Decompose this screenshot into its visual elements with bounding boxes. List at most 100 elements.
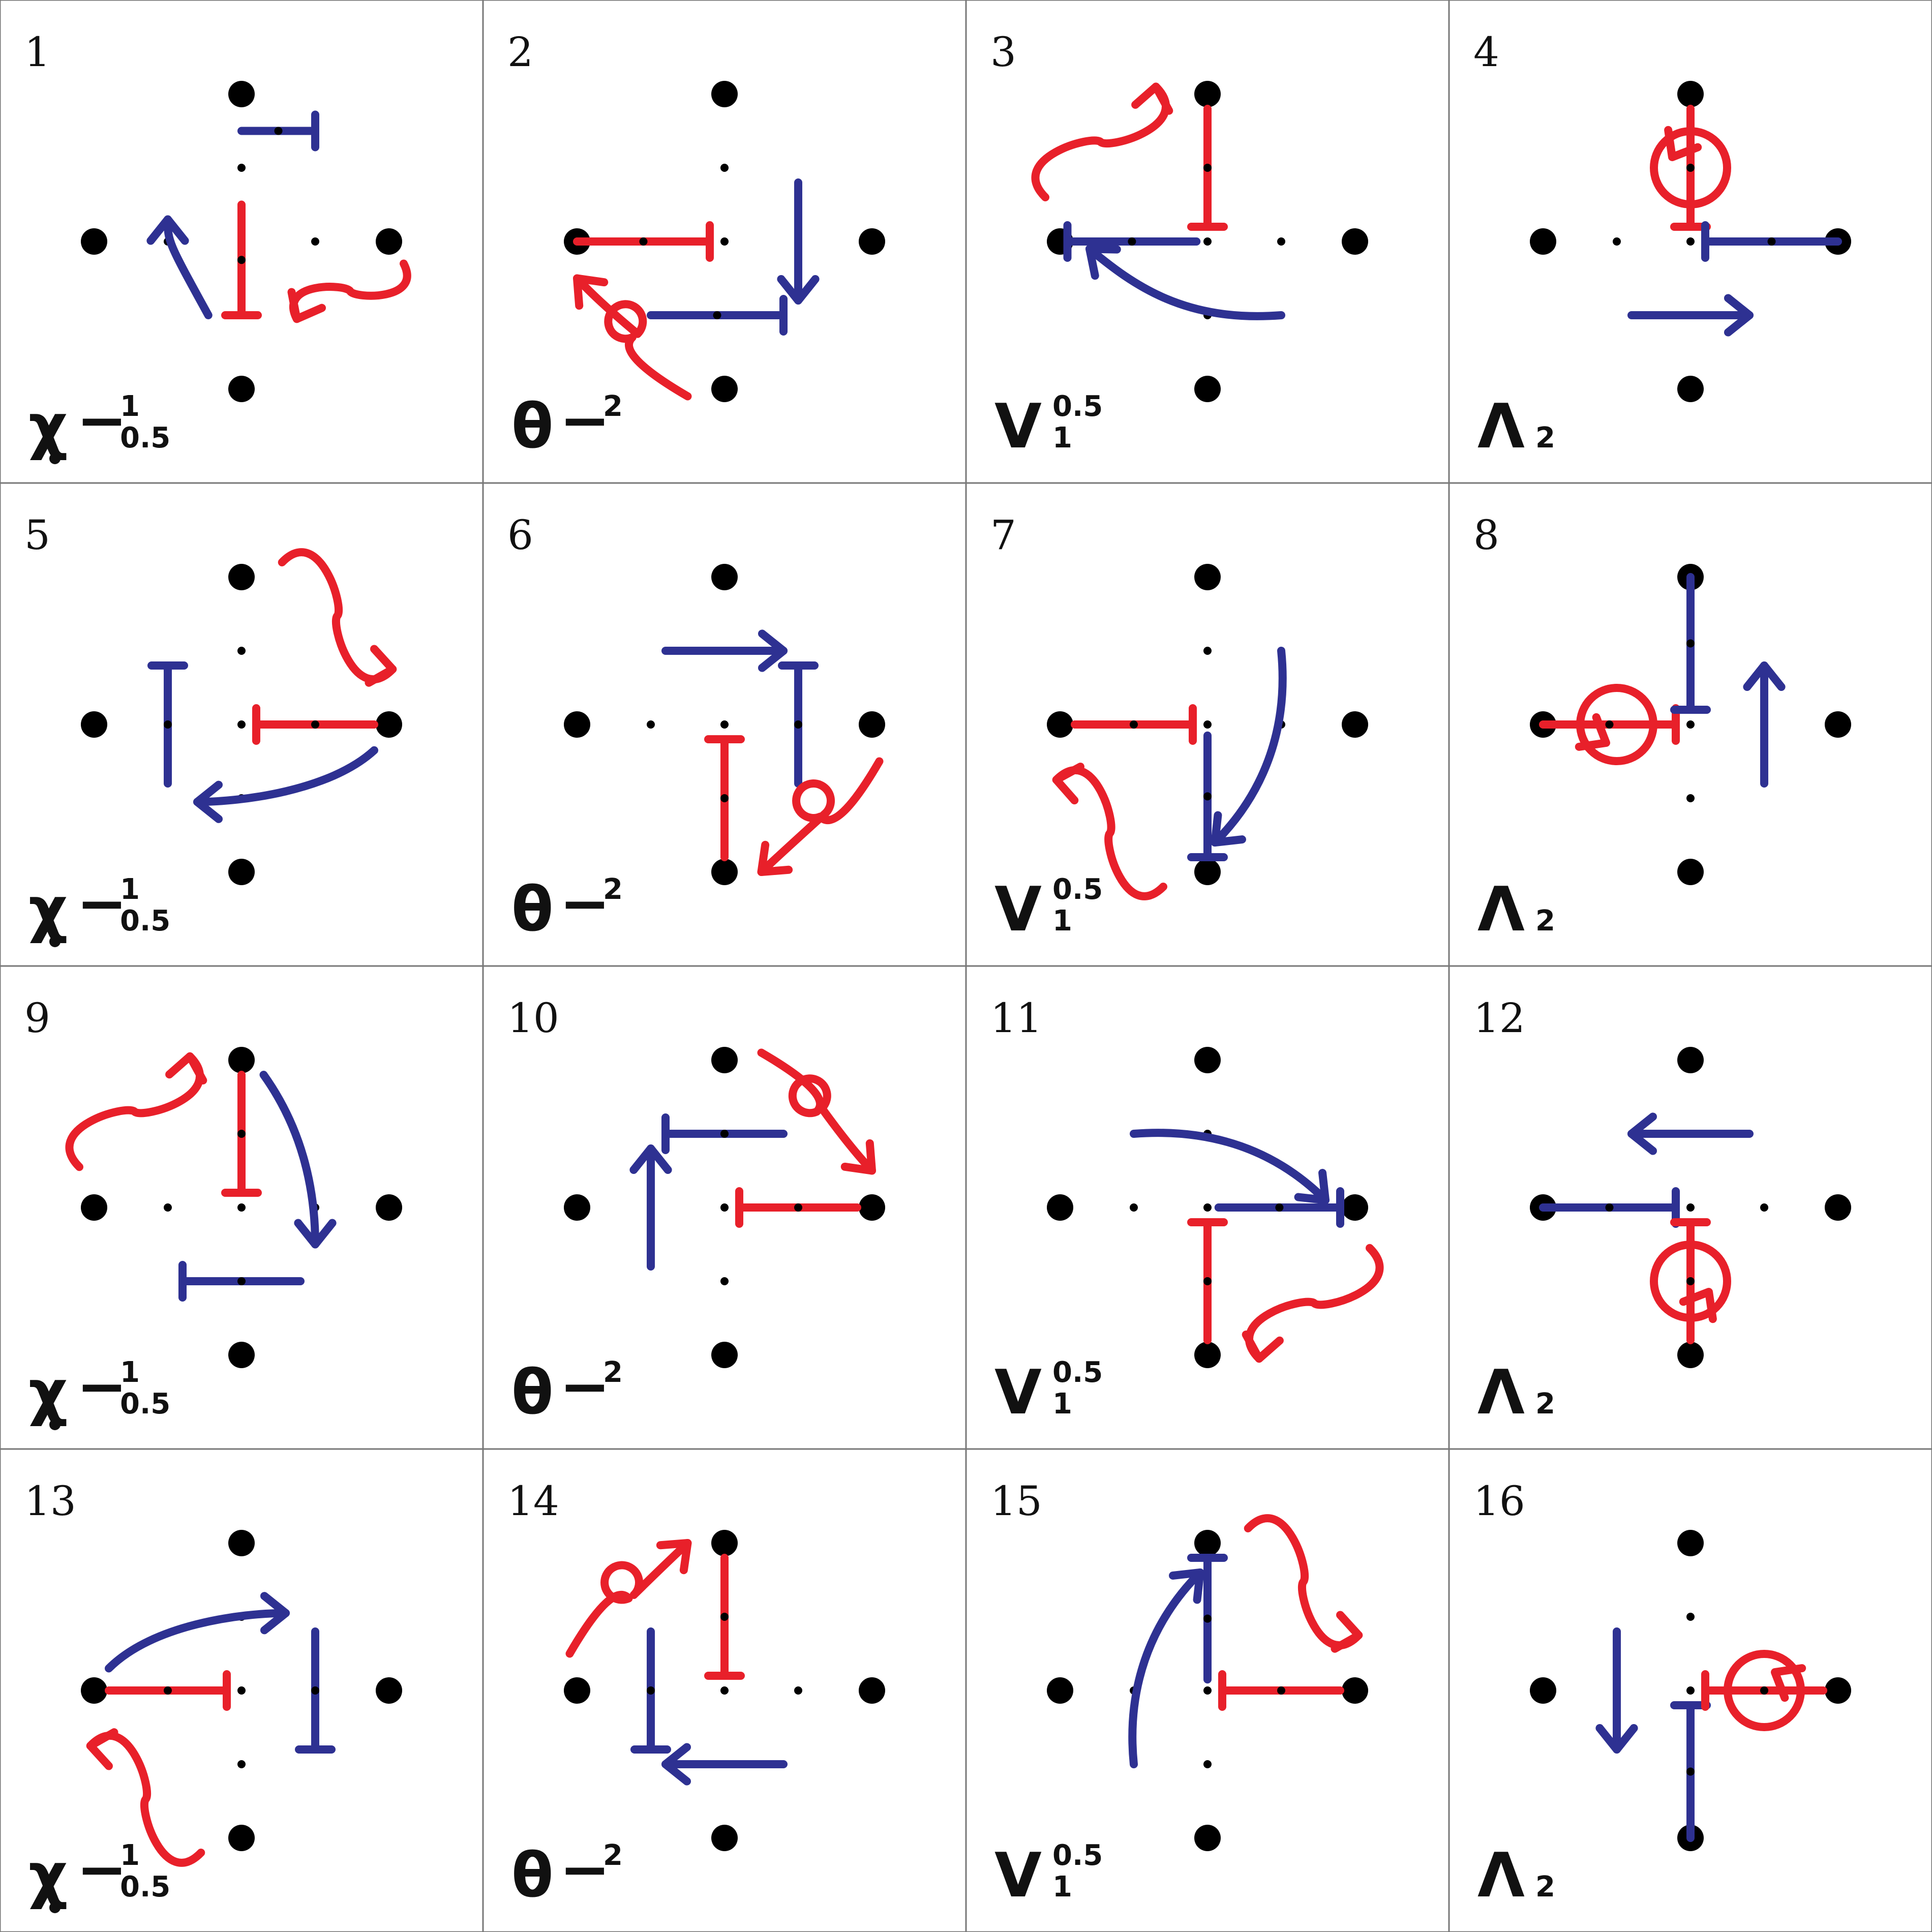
bar-midpoint <box>1760 1686 1768 1695</box>
panel-3: 3 V 0.51 <box>965 0 1450 484</box>
bar-midpoint <box>639 237 648 246</box>
site-dot <box>1677 1047 1704 1073</box>
site-dot <box>859 1677 885 1704</box>
blue-tbar <box>778 661 819 788</box>
bond-dot <box>1130 1203 1138 1212</box>
symbol-main: V <box>994 874 1042 945</box>
bond-dot <box>1203 647 1212 655</box>
site-dot <box>1047 711 1073 738</box>
blue-tbar <box>1063 221 1201 262</box>
symbol-dot <box>49 1902 61 1913</box>
bond-dot <box>1203 1760 1212 1768</box>
wavy-shaft <box>1052 766 1167 900</box>
symbol-superscript: 1 <box>120 390 140 423</box>
bond-dot <box>1613 237 1621 246</box>
site-dot <box>228 1825 255 1851</box>
site-dot <box>376 1194 402 1221</box>
site-dot <box>711 859 738 885</box>
red-spin-arrow <box>1575 684 1657 765</box>
symbol-superscript: 2 <box>603 1356 623 1389</box>
symbol-superscript: 0.5 <box>1052 1356 1103 1389</box>
panel-4: 4 Λ 2 <box>1448 0 1932 484</box>
site-dot <box>1194 1047 1221 1073</box>
panel-number: 6 <box>507 511 533 559</box>
bar-midpoint <box>1767 237 1776 246</box>
bar-midpoint <box>1203 164 1212 172</box>
spin-circle <box>1650 127 1731 208</box>
bond-dot <box>164 1203 172 1212</box>
symbol-main: χ <box>28 1357 68 1428</box>
bar-midpoint <box>1686 1277 1695 1285</box>
red-wavy-arrow <box>1244 1514 1363 1653</box>
blue-curved-arrow <box>1130 1129 1330 1204</box>
curve-head <box>1294 1169 1330 1204</box>
bond-dot <box>1686 1686 1695 1695</box>
panel-12: 12 Λ 2 <box>1448 965 1932 1450</box>
curve-head <box>1211 811 1246 847</box>
blue-straight-arrow <box>1595 1627 1638 1754</box>
upsilon-symbol-icon: V 0.51 <box>994 1839 1103 1911</box>
symbol-main: θ <box>511 391 553 462</box>
red-tbar <box>252 704 378 745</box>
curve-shaft <box>164 215 213 319</box>
site-dot <box>228 564 255 590</box>
bond-dot <box>1203 720 1212 729</box>
bar-midpoint <box>164 720 172 729</box>
site-dot <box>1530 228 1556 255</box>
arrow-head <box>1595 1724 1638 1754</box>
panel-number: 15 <box>990 1477 1042 1525</box>
symbol-subscript: 1 <box>1052 1870 1072 1904</box>
bar-midpoint <box>794 720 802 729</box>
site-dot <box>859 228 885 255</box>
bond-dot <box>1686 720 1695 729</box>
bond-dot <box>1203 1203 1212 1212</box>
bond-dot <box>720 720 729 729</box>
curve-head <box>1169 1568 1204 1604</box>
panel-5: 5 χ −10.5 <box>0 482 484 967</box>
site-dot <box>376 228 402 255</box>
bond-dot <box>1686 794 1695 802</box>
upsilon-symbol-icon: V 0.51 <box>994 390 1103 462</box>
loop-shaft <box>757 1048 876 1175</box>
bond-dot <box>1203 237 1212 246</box>
bond-dot <box>311 237 319 246</box>
symbol-superscript: 2 <box>603 1839 623 1872</box>
wavy-head <box>287 288 326 323</box>
bar-midpoint <box>794 1203 802 1212</box>
red-wavy-arrow <box>65 1052 207 1171</box>
site-dot <box>711 81 738 107</box>
bond-dot <box>237 1686 246 1695</box>
symbol-superscript: 2 <box>603 390 623 423</box>
theta-symbol-icon: θ −2 <box>511 1351 623 1428</box>
panel-number: 14 <box>507 1477 559 1525</box>
symbol-superscript: 1 <box>120 873 140 906</box>
panel-number: 4 <box>1473 28 1499 76</box>
symbol-subscript: 0.5 <box>120 421 170 455</box>
symbol-main: θ <box>511 874 553 945</box>
panel-number: 5 <box>24 511 50 559</box>
wavy-head <box>165 1052 207 1084</box>
theta-symbol-icon: θ −2 <box>511 868 623 945</box>
site-dot <box>1530 1677 1556 1704</box>
red-spin-arrow <box>1650 1241 1731 1323</box>
bar-midpoint <box>311 1686 319 1695</box>
loop-head <box>840 1139 876 1175</box>
blue-tbar <box>178 1261 305 1302</box>
symbol-main: Λ <box>1477 1357 1525 1428</box>
curve-head <box>193 780 223 823</box>
blue-curved-arrow <box>1211 647 1287 847</box>
bar-midpoint <box>1605 720 1614 729</box>
loop-head <box>757 840 793 876</box>
panel-number: 1 <box>24 28 50 76</box>
symbol-superscript: 0.5 <box>1052 873 1103 906</box>
red-tbar <box>1218 1670 1344 1711</box>
symbol-subscript: 0.5 <box>120 904 170 938</box>
wavy-head <box>365 645 397 687</box>
curve-shaft <box>105 1609 290 1673</box>
bar-midpoint <box>237 256 246 264</box>
site-dot <box>1194 564 1221 590</box>
site-dot <box>1677 1342 1704 1368</box>
bar-midpoint <box>1605 1203 1614 1212</box>
site-dot <box>1047 1194 1073 1221</box>
chi-symbol-icon: χ −10.5 <box>28 868 170 947</box>
